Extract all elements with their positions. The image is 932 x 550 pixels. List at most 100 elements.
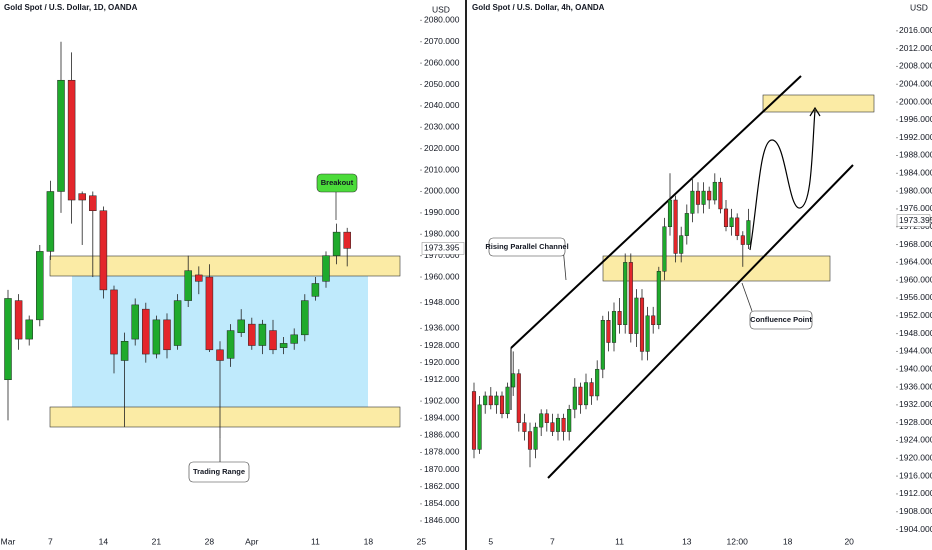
y-tick-label: 2050.000 xyxy=(424,79,460,89)
label-box xyxy=(188,461,250,483)
price-tag xyxy=(896,214,931,227)
annotation: Rising Parallel Channel xyxy=(485,242,568,251)
candle-body xyxy=(617,311,622,325)
y-tick-label: 1904.000 xyxy=(899,524,932,534)
y-tick-label: 2010.000 xyxy=(424,164,460,174)
candle-body xyxy=(623,262,628,325)
candle-body xyxy=(67,79,76,201)
y-tick-label: 2080.000 xyxy=(424,15,460,25)
y-tick-label: 2030.000 xyxy=(424,122,460,132)
candle-body xyxy=(290,334,298,344)
candle-body xyxy=(589,382,594,397)
x-tick-label: 7 xyxy=(550,536,555,546)
candle-body xyxy=(740,235,745,245)
label-box xyxy=(316,173,358,193)
candle-body xyxy=(120,340,129,361)
candle-body xyxy=(567,409,572,432)
label-box xyxy=(488,237,566,257)
y-tick-label: 2000.000 xyxy=(424,186,460,196)
candle-body xyxy=(14,300,23,340)
y-tick-label: 1916.000 xyxy=(899,470,932,480)
support-zone xyxy=(602,255,831,282)
candle-body xyxy=(279,343,288,348)
candle-body xyxy=(735,217,740,236)
x-tick-label: 13 xyxy=(682,536,692,546)
x-tick-label: 18 xyxy=(364,536,374,546)
y-tick-label: 2016.000 xyxy=(899,25,932,35)
x-tick-label: 14 xyxy=(99,536,109,546)
candle-body xyxy=(550,422,555,432)
y-tick-label: 1992.000 xyxy=(899,132,932,142)
y-tick-label: 2040.000 xyxy=(424,100,460,110)
candle-body xyxy=(583,382,589,406)
candle-body xyxy=(25,319,33,340)
layout xyxy=(49,0,875,550)
candle-body xyxy=(707,190,712,201)
y-tick-label: 1912.000 xyxy=(424,374,460,384)
y-tick-label: 1980.000 xyxy=(424,229,460,239)
candle-body xyxy=(600,320,605,370)
y-tick-label: 1980.000 xyxy=(899,185,932,195)
annotation: Breakout xyxy=(321,178,354,187)
candle-body xyxy=(184,270,192,301)
x-tick-label: 28 xyxy=(205,536,215,546)
label-box xyxy=(749,310,813,330)
last-price-label: 1973.395 xyxy=(424,243,460,253)
candle-body xyxy=(505,386,510,415)
y-tick-label: 1912.000 xyxy=(899,488,932,498)
x-tick-label: Mar xyxy=(1,536,16,546)
y-tick-label: 1878.000 xyxy=(424,447,460,457)
candle-body xyxy=(522,422,527,432)
candle-body xyxy=(679,235,684,254)
title-bg xyxy=(468,0,668,16)
candle-body xyxy=(695,190,701,205)
candle-body xyxy=(595,368,600,397)
candle-body xyxy=(527,431,533,450)
candle-body xyxy=(572,386,577,410)
y-tick-label: 1952.000 xyxy=(899,310,932,320)
y-tick-label: 1948.000 xyxy=(899,328,932,338)
x-tick-label: 7 xyxy=(48,536,53,546)
y-tick-label: 1870.000 xyxy=(424,464,460,474)
connector xyxy=(741,282,753,312)
candle-body xyxy=(237,319,245,333)
candle-body xyxy=(471,391,477,450)
candle-body xyxy=(656,271,661,325)
y-tick-label: 1944.000 xyxy=(899,346,932,356)
candle-body xyxy=(99,210,108,291)
candle-body xyxy=(36,251,44,321)
y-tick-label: 1970.000 xyxy=(424,250,460,260)
y-tick-label: 1920.000 xyxy=(424,357,460,367)
y-tick-label: 1990.000 xyxy=(424,207,460,217)
candle-body xyxy=(611,311,617,343)
candle-body xyxy=(205,276,214,351)
candle-body xyxy=(639,297,645,352)
y-tick-label: 2008.000 xyxy=(899,61,932,71)
candle-body xyxy=(4,298,12,381)
y-tick-label: 2012.000 xyxy=(899,43,932,53)
candle-body xyxy=(634,297,639,334)
y-tick-label: 1862.000 xyxy=(424,481,460,491)
title-bg xyxy=(0,0,200,16)
arrow-head xyxy=(809,106,821,117)
candle-body xyxy=(488,395,493,406)
x-tick-label: 20 xyxy=(844,536,854,546)
last-price-label: 1973.395 xyxy=(899,215,932,225)
y-tick-label: 1960.000 xyxy=(424,271,460,281)
y-tick-label: 1846.000 xyxy=(424,515,460,525)
candle-body xyxy=(195,274,203,282)
chart-title: Gold Spot / U.S. Dollar, 4h, OANDA xyxy=(472,3,605,12)
chart-title: Gold Spot / U.S. Dollar, 1D, OANDA xyxy=(4,3,138,12)
y-tick-label: 1940.000 xyxy=(899,363,932,373)
candle-body xyxy=(322,255,330,282)
x-tick-label: 25 xyxy=(417,536,427,546)
candle-body xyxy=(332,231,341,256)
y-tick-label: 1894.000 xyxy=(424,413,460,423)
candle-body xyxy=(533,426,538,450)
candle-body xyxy=(539,413,544,428)
projection-arrow xyxy=(749,109,816,251)
candle-body xyxy=(142,308,150,355)
y-tick-label: 1924.000 xyxy=(899,435,932,445)
y-tick-label: 2000.000 xyxy=(899,96,932,106)
y-tick-label: 1928.000 xyxy=(424,340,460,350)
